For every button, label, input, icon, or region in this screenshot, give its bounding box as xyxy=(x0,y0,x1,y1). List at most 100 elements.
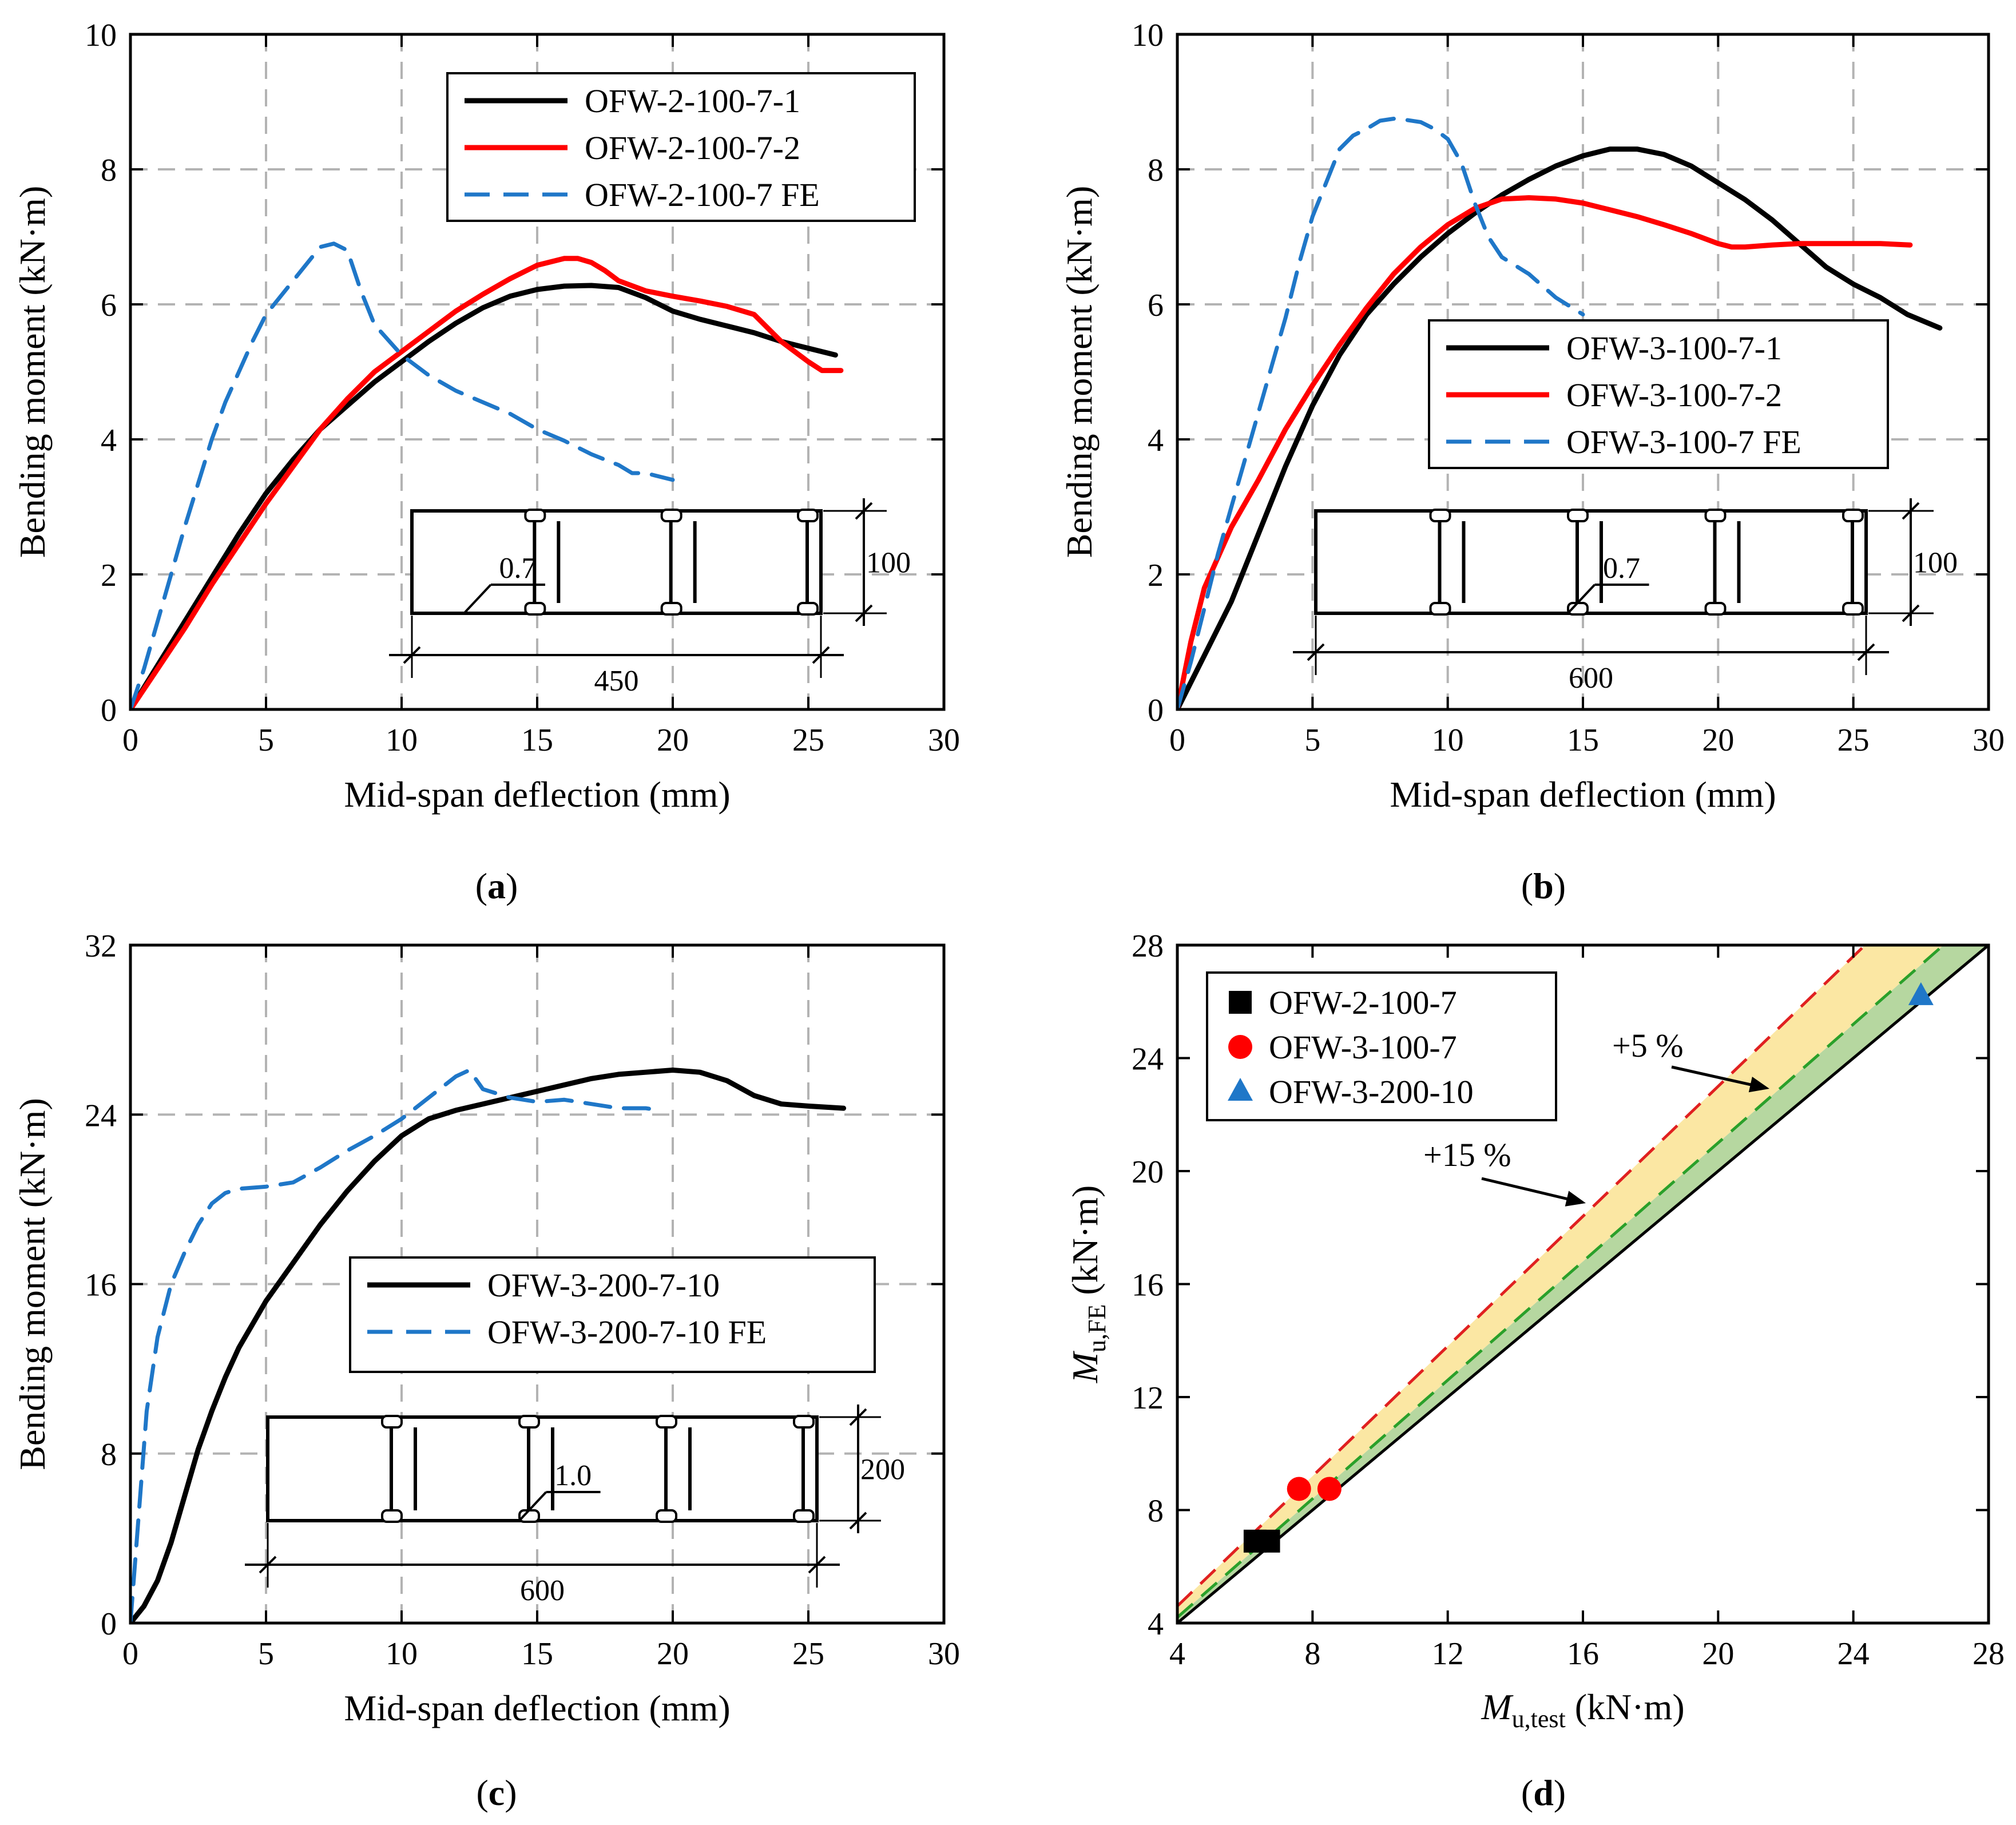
scatter-point-circle xyxy=(1287,1477,1311,1501)
series-line-ofw-2-100-7-1 xyxy=(130,283,838,709)
inset-clip xyxy=(1842,509,1864,522)
y-tick-label: 20 xyxy=(1132,1154,1164,1190)
x-tick-label: 10 xyxy=(1432,723,1464,758)
inset-clip xyxy=(793,1509,815,1523)
chart-panel-b: 0 5 10 15 20 25 30 0 2 4 6 8 10 0.7 100 600 OFW-3-100-7-… xyxy=(1059,18,2005,906)
annotation-arrow-shaft xyxy=(1481,1177,1581,1204)
y-axis-label: Bending moment (kN·m) xyxy=(12,186,53,558)
panel-label-open: ( xyxy=(475,866,487,906)
inset-width-label: 600 xyxy=(520,1574,565,1607)
x-tick-label: 8 xyxy=(1304,1636,1320,1672)
legend-label: OFW-3-200-7-10 xyxy=(487,1267,720,1304)
panel-label-letter: b xyxy=(1533,866,1554,906)
dim-tick xyxy=(808,1556,826,1574)
inset-outline xyxy=(410,509,823,615)
x-tick-label: 30 xyxy=(1973,723,2005,758)
inset-clip xyxy=(1704,602,1727,616)
chart-panel-d: +5 % +15 % 4 8 12 16 20 24 28 4 8 12 16 20 24 28 OFW-2-1… xyxy=(1065,929,2005,1813)
panel-label-open: ( xyxy=(1521,1772,1533,1813)
x-tick-label: 20 xyxy=(1702,723,1734,758)
legend: OFW-2-100-7 OFW-3-100-7 OFW-3-200-10 xyxy=(1206,971,1557,1121)
inset-clip xyxy=(797,602,819,616)
x-axis-label: Mid-span deflection (mm) xyxy=(344,1688,730,1728)
plot-frame xyxy=(1176,33,1990,711)
annotation-label: +15 % xyxy=(1423,1136,1511,1173)
x-tick-label: 15 xyxy=(521,723,553,758)
inset-width-label: 600 xyxy=(1569,662,1613,695)
x-tick-label: 15 xyxy=(521,1636,553,1672)
panel-label: (d) xyxy=(1521,1772,1566,1813)
inset-thickness-label: 1.0 xyxy=(554,1459,592,1492)
legend: OFW-2-100-7-1 OFW-2-100-7-2 OFW-2-100-7 FE xyxy=(446,72,916,222)
inset-width-label: 450 xyxy=(594,665,639,697)
dim-tick xyxy=(1902,604,1920,622)
y-tick-label: 16 xyxy=(1132,1268,1164,1303)
inset-clip xyxy=(524,602,546,616)
y-tick-label: 8 xyxy=(101,153,117,188)
panel-label-letter: a xyxy=(487,866,506,906)
inset-leader xyxy=(519,1491,547,1521)
series-group xyxy=(130,241,844,709)
y-axis-label: Bending moment (kN·m) xyxy=(12,1098,53,1470)
y-tick-label: 0 xyxy=(101,693,117,728)
x-tick-label: 20 xyxy=(1702,1636,1734,1672)
x-axis-label: Mid-span deflection (mm) xyxy=(344,774,730,815)
x-tick-label: 10 xyxy=(386,1636,418,1672)
y-tick-label: 24 xyxy=(1132,1042,1164,1077)
cross-section-inset: 0.7 100 600 xyxy=(1293,498,1958,695)
x-tick-label: 25 xyxy=(792,1636,824,1672)
inset-thickness-label: 0.7 xyxy=(499,552,536,585)
legend-marker-circle xyxy=(1228,1035,1252,1059)
dim-tick xyxy=(849,1511,867,1530)
x-tick-label: 0 xyxy=(122,723,138,758)
legend-marker-triangle xyxy=(1228,1078,1253,1101)
legend-label: OFW-3-100-7-1 xyxy=(1566,330,1782,367)
y-axis-label-symbol: M xyxy=(1065,1350,1105,1383)
scatter-point-square xyxy=(1257,1529,1280,1553)
inset-clip xyxy=(656,1509,677,1523)
x-tick-label: 0 xyxy=(1169,723,1185,758)
inset-leader xyxy=(1568,584,1596,613)
y-tick-label: 4 xyxy=(1148,423,1164,458)
y-tick-label: 12 xyxy=(1132,1380,1164,1416)
cross-section-inset: 0.7 100 450 xyxy=(389,498,911,697)
annotation-label: +5 % xyxy=(1612,1027,1684,1064)
series-line-ofw-3-100-7-2 xyxy=(1177,195,1913,709)
y-tick-label: 28 xyxy=(1132,929,1164,964)
dim-tick xyxy=(1307,643,1325,661)
inset-clip xyxy=(1842,602,1864,616)
legend-label: OFW-2-100-7-1 xyxy=(585,82,800,120)
y-tick-label: 8 xyxy=(101,1437,117,1473)
series-line-ofw-3-200-7-10 xyxy=(130,1068,847,1623)
inset-height-label: 100 xyxy=(1913,547,1958,580)
inset-clip xyxy=(660,509,682,522)
inset-outline xyxy=(266,1415,819,1522)
inset-clip xyxy=(381,1415,403,1429)
x-tick-label: 5 xyxy=(258,1636,274,1672)
panel-label-close: ) xyxy=(506,866,518,906)
y-tick-label: 6 xyxy=(1148,288,1164,323)
chart-panel-a: 0 5 10 15 20 25 30 0 2 4 6 8 10 0.7 100 450 OFW-2-100-7-… xyxy=(12,18,960,906)
series-line-ofw-3-100-7-1 xyxy=(1177,146,1943,709)
panel-label-open: ( xyxy=(1521,866,1533,906)
y-tick-label: 6 xyxy=(101,288,117,323)
x-axis-label-unit: (kN·m) xyxy=(1566,1687,1685,1727)
x-tick-label: 25 xyxy=(792,723,824,758)
x-tick-label: 28 xyxy=(1973,1636,2005,1672)
x-axis-label: Mid-span deflection (mm) xyxy=(1390,774,1776,815)
legend-label: OFW-3-100-7-2 xyxy=(1566,376,1782,414)
x-axis-label-symbol: M xyxy=(1481,1687,1514,1727)
y-axis-label: Mu,FE (kN·m) xyxy=(1065,1185,1111,1384)
inset-leader xyxy=(464,584,492,613)
y-tick-label: 32 xyxy=(85,929,117,964)
chart-panel-c: 0 5 10 15 20 25 30 0 8 16 24 32 1.0 200 600 OFW-3-200-7… xyxy=(12,929,960,1813)
series-line-ofw-3-100-7-fe xyxy=(1177,117,1585,709)
inset-clip xyxy=(381,1509,403,1523)
panel-label-letter: c xyxy=(489,1772,505,1813)
series-line-ofw-2-100-7-2 xyxy=(130,256,844,709)
reference-line-1 xyxy=(1177,945,1946,1619)
x-tick-label: 10 xyxy=(386,723,418,758)
x-tick-label: 5 xyxy=(1304,723,1320,758)
panel-label-letter: d xyxy=(1533,1772,1554,1813)
